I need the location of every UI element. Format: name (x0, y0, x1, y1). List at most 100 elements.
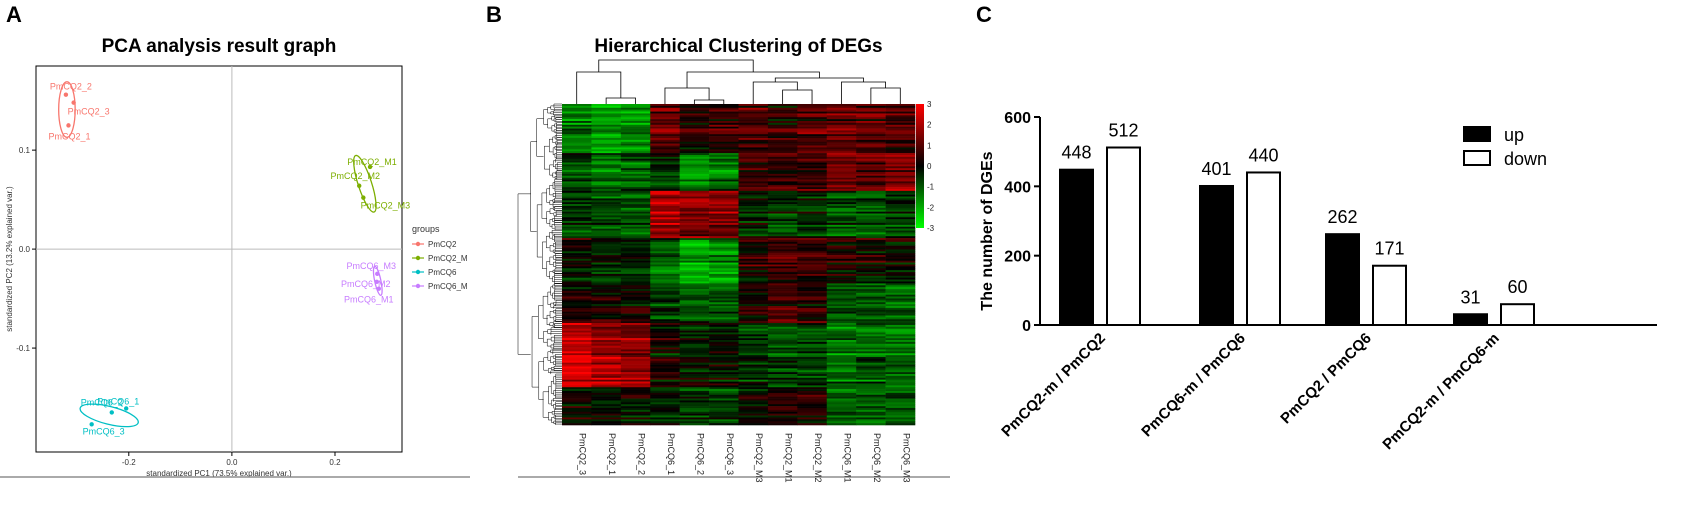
heatmap-cell (650, 238, 680, 241)
heatmap-cell (709, 338, 739, 341)
heatmap-cell (826, 241, 857, 245)
heatmap-cell (591, 126, 622, 129)
heatmap-cell (650, 411, 680, 414)
heatmap-cell (767, 224, 798, 228)
heatmap-cell (738, 307, 769, 311)
heatmap-cell (591, 198, 622, 201)
heatmap-cell (885, 236, 916, 239)
heatmap-cell (709, 158, 739, 161)
pca-point-label: PmCQ6_M3 (346, 261, 396, 271)
heatmap-cell (620, 400, 651, 403)
heatmap-cell (650, 336, 680, 339)
heatmap-cell (591, 347, 622, 350)
heatmap-cell (679, 336, 710, 339)
heatmap-cell (826, 153, 857, 156)
heatmap-cell (826, 226, 857, 229)
heatmap-cell (562, 396, 592, 399)
heatmap-cell (679, 398, 710, 401)
heatmap-cell (679, 202, 710, 205)
heatmap-cell (885, 283, 916, 286)
heatmap-cell (885, 321, 916, 324)
heatmap-cell (709, 162, 739, 165)
heatmap-cell (709, 260, 739, 263)
heatmap-cell (679, 136, 710, 139)
heatmap-cell (767, 381, 798, 384)
heatmap-cell (709, 190, 739, 194)
heatmap-cell (767, 168, 798, 171)
heatmap-cell (856, 349, 886, 352)
pca-point-label: PmCQ2_M2 (330, 171, 380, 181)
heatmap-cell (885, 415, 916, 418)
heatmap-cell (856, 272, 886, 275)
heatmap-cell (650, 351, 680, 354)
heatmap-cell (650, 122, 680, 126)
heatmap-cell (709, 264, 739, 267)
heatmap-cell (650, 392, 680, 396)
heatmap-cell (591, 200, 622, 203)
heatmap-cell (797, 175, 828, 178)
heatmap-cell (562, 181, 592, 184)
heatmap-cell (709, 317, 739, 320)
heatmap-cell (826, 396, 857, 399)
heatmap-cell (797, 234, 828, 237)
heatmap-cell (620, 281, 651, 284)
heatmap-cell (885, 177, 916, 180)
heatmap-cell (797, 194, 828, 197)
heatmap-cell (709, 224, 739, 228)
heatmap-cell (885, 109, 916, 112)
heatmap-cell (885, 411, 916, 414)
heatmap-cell (709, 239, 739, 243)
heatmap-cell (826, 321, 857, 324)
heatmap-cell (591, 315, 622, 318)
heatmap-cell (885, 353, 916, 356)
pca-ellipse (79, 403, 139, 428)
heatmap-cell (709, 243, 739, 246)
heatmap-cell (797, 338, 828, 341)
heatmap-cell (826, 243, 857, 246)
heatmap-cell (709, 226, 739, 229)
heatmap-cell (562, 334, 592, 337)
heatmap-cell (709, 281, 739, 284)
heatmap-cell (767, 107, 798, 110)
heatmap-cell (826, 311, 857, 314)
heatmap-cell (885, 392, 916, 396)
heatmap-cell (738, 313, 769, 316)
bar-legend-swatch (1463, 126, 1491, 142)
heatmap-cell (650, 109, 680, 112)
heatmap-cell (562, 266, 592, 269)
heatmap-cell (826, 147, 857, 150)
heatmap-cell (826, 158, 857, 161)
heatmap-cell (620, 136, 651, 139)
heatmap-cell (591, 323, 622, 326)
heatmap-cell (562, 188, 592, 192)
heatmap-cell (562, 353, 592, 356)
heatmap-cell (856, 187, 886, 190)
heatmap-cell (679, 139, 710, 143)
heatmap-cell (826, 187, 857, 190)
heatmap-cell (679, 417, 710, 420)
heatmap-cell (620, 130, 651, 133)
heatmap-cell (620, 302, 651, 305)
heatmap-cell (826, 170, 857, 173)
heatmap-cell (738, 281, 769, 284)
heatmap-cell (885, 213, 916, 216)
heatmap-cell (591, 277, 622, 280)
heatmap-cell (738, 256, 769, 260)
heatmap-cell (738, 145, 769, 148)
heatmap-cell (650, 126, 680, 129)
heatmap-cell (620, 255, 651, 258)
heatmap-cell (620, 253, 651, 256)
heatmap-cell (767, 153, 798, 156)
heatmap-cell (856, 221, 886, 224)
heatmap-cell (738, 300, 769, 303)
heatmap-cell (679, 332, 710, 335)
heatmap-cell (856, 238, 886, 241)
heatmap-cell (797, 296, 828, 299)
heatmap-cell (826, 360, 857, 363)
heatmap-cell (709, 304, 739, 307)
heatmap-cell (885, 306, 916, 309)
heatmap-cell (709, 396, 739, 399)
heatmap-cell (620, 234, 651, 237)
heatmap-cell (709, 230, 739, 233)
heatmap-cell (591, 117, 622, 120)
